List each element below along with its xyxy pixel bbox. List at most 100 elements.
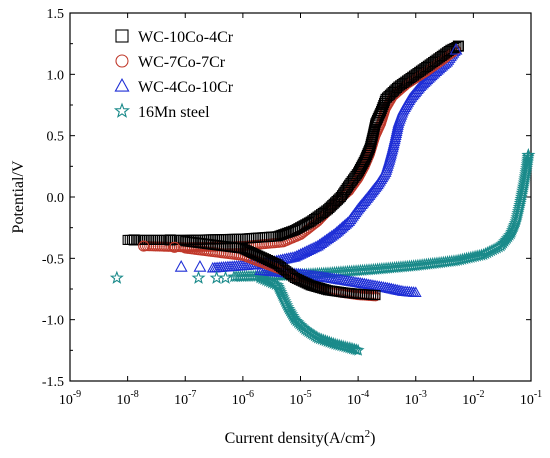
data-point: [295, 275, 306, 286]
x-axis-label-main: Current density(A/cm: [225, 430, 366, 447]
data-point: [344, 179, 355, 190]
data-point: [259, 253, 270, 264]
legend-label: WC-10Co-4Cr: [138, 29, 234, 46]
data-point: [241, 245, 252, 256]
data-point: [370, 290, 381, 301]
data-point-sparse: [209, 270, 224, 284]
x-tick-base: 10: [462, 393, 476, 408]
data-point-end: [521, 147, 536, 162]
data-point: [253, 250, 264, 261]
x-tick-base: 10: [520, 393, 534, 408]
y-tick-label: 0.5: [47, 130, 65, 145]
data-point: [293, 274, 304, 285]
y-tick-label: -1.5: [42, 375, 64, 390]
data-point: [239, 244, 250, 255]
y-axis-label: Potential/V: [10, 160, 27, 233]
data-point: [289, 272, 300, 284]
x-tick-label: 10-4: [347, 389, 369, 408]
data-point: [260, 254, 272, 265]
data-point: [296, 247, 309, 258]
x-tick-label: 10-7: [174, 389, 196, 408]
data-point: [255, 251, 266, 262]
data-point: [304, 243, 317, 255]
x-tick-exp: -1: [534, 389, 542, 400]
data-point: [272, 231, 283, 242]
x-axis-label-sup: 2: [365, 428, 371, 440]
data-point-sparse: [218, 270, 233, 284]
x-tick-label: 10-8: [116, 389, 138, 408]
data-point-sparse: [109, 270, 124, 284]
data-point-sparse: [128, 234, 140, 246]
data-point: [364, 144, 375, 155]
data-point: [297, 276, 308, 287]
data-point: [294, 248, 307, 259]
data-point: [351, 343, 365, 356]
series-layer: [109, 40, 536, 356]
data-point: [345, 177, 356, 189]
data-point: [289, 250, 301, 262]
x-tick-label: 10-6: [232, 389, 254, 408]
data-point: [409, 286, 422, 298]
series-0: [122, 41, 464, 301]
x-tick-label: 10-1: [520, 389, 542, 408]
data-point: [278, 229, 289, 240]
legend-marker: [113, 102, 131, 118]
data-point: [274, 230, 285, 241]
legend-marker: [115, 29, 129, 43]
legend: WC-10Co-4Cr WC-7Co-7Cr WC-4Co-10Cr 16Mn ste…: [113, 29, 234, 121]
x-tick-base: 10: [59, 393, 73, 408]
data-point: [257, 252, 268, 263]
data-point-sparse: [138, 240, 150, 252]
data-point: [237, 243, 248, 254]
x-axis-label: Current density(A/cm2): [225, 428, 376, 447]
x-tick-base: 10: [116, 393, 130, 408]
data-point: [280, 228, 291, 239]
data-point-sparse: [191, 270, 206, 284]
x-tick-base: 10: [232, 393, 246, 408]
x-tick-exp: -5: [303, 389, 311, 400]
data-point: [262, 254, 273, 266]
y-tick-label: -1.0: [42, 314, 64, 329]
data-point: [347, 174, 359, 185]
x-tick-exp: -9: [73, 389, 81, 400]
data-point: [375, 107, 386, 118]
x-tick-label: 10-2: [462, 389, 484, 408]
x-tick-base: 10: [347, 393, 361, 408]
legend-label: WC-4Co-10Cr: [138, 79, 234, 96]
data-point: [374, 109, 385, 120]
x-tick-base: 10: [289, 393, 303, 408]
series-3: [227, 148, 535, 356]
y-tick-label: 1.5: [47, 7, 65, 22]
x-tick-exp: -7: [188, 389, 196, 400]
data-point: [298, 246, 311, 257]
data-point: [287, 311, 301, 324]
data-point-end: [452, 40, 464, 52]
data-point: [292, 248, 305, 260]
axes: 1.51.00.50.0-0.5-1.0-1.510-9 10-8 10-7 10-6…: [42, 7, 542, 408]
data-point: [276, 229, 287, 240]
data-point: [299, 277, 310, 288]
x-tick-label: 10-5: [289, 389, 311, 408]
data-point: [291, 273, 302, 284]
legend-marker: [115, 54, 129, 68]
data-point: [346, 176, 357, 187]
data-point: [249, 248, 260, 259]
data-point: [243, 246, 254, 257]
legend-label: 16Mn steel: [138, 104, 210, 121]
data-point: [303, 279, 314, 290]
data-point-sparse: [174, 260, 188, 272]
data-point-sparse: [193, 260, 207, 272]
data-point-end: [449, 42, 463, 55]
data-point: [290, 249, 303, 261]
data-point: [251, 249, 262, 260]
data-point: [302, 244, 315, 256]
x-tick-label: 10-3: [405, 389, 427, 408]
y-tick-label: -0.5: [42, 252, 64, 267]
data-point: [245, 247, 256, 258]
y-tick-label: 1.0: [47, 68, 65, 83]
data-point: [301, 278, 312, 289]
x-tick-exp: -3: [419, 389, 427, 400]
data-point: [363, 146, 374, 157]
x-tick-exp: -4: [361, 389, 369, 400]
